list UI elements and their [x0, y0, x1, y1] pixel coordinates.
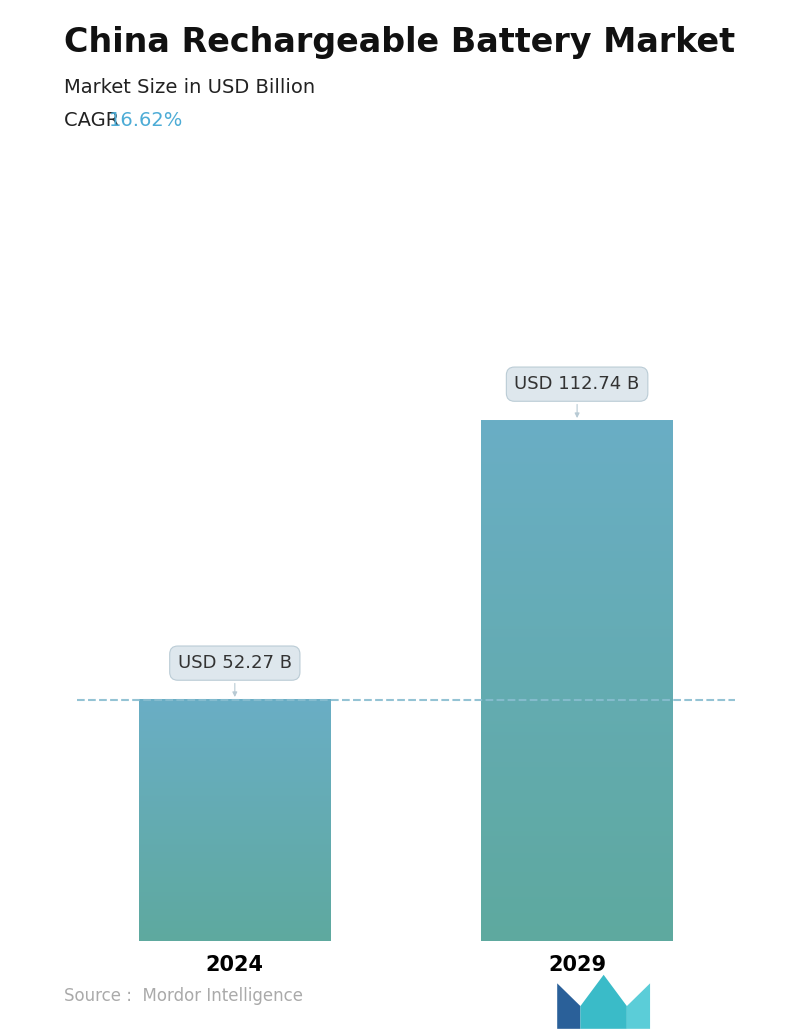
Text: USD 52.27 B: USD 52.27 B [178, 655, 292, 696]
Text: USD 112.74 B: USD 112.74 B [514, 375, 640, 417]
Text: Source :  Mordor Intelligence: Source : Mordor Intelligence [64, 987, 302, 1005]
Text: 16.62%: 16.62% [109, 111, 183, 129]
Text: CAGR: CAGR [64, 111, 131, 129]
Text: Market Size in USD Billion: Market Size in USD Billion [64, 78, 314, 96]
Text: China Rechargeable Battery Market: China Rechargeable Battery Market [64, 26, 735, 59]
